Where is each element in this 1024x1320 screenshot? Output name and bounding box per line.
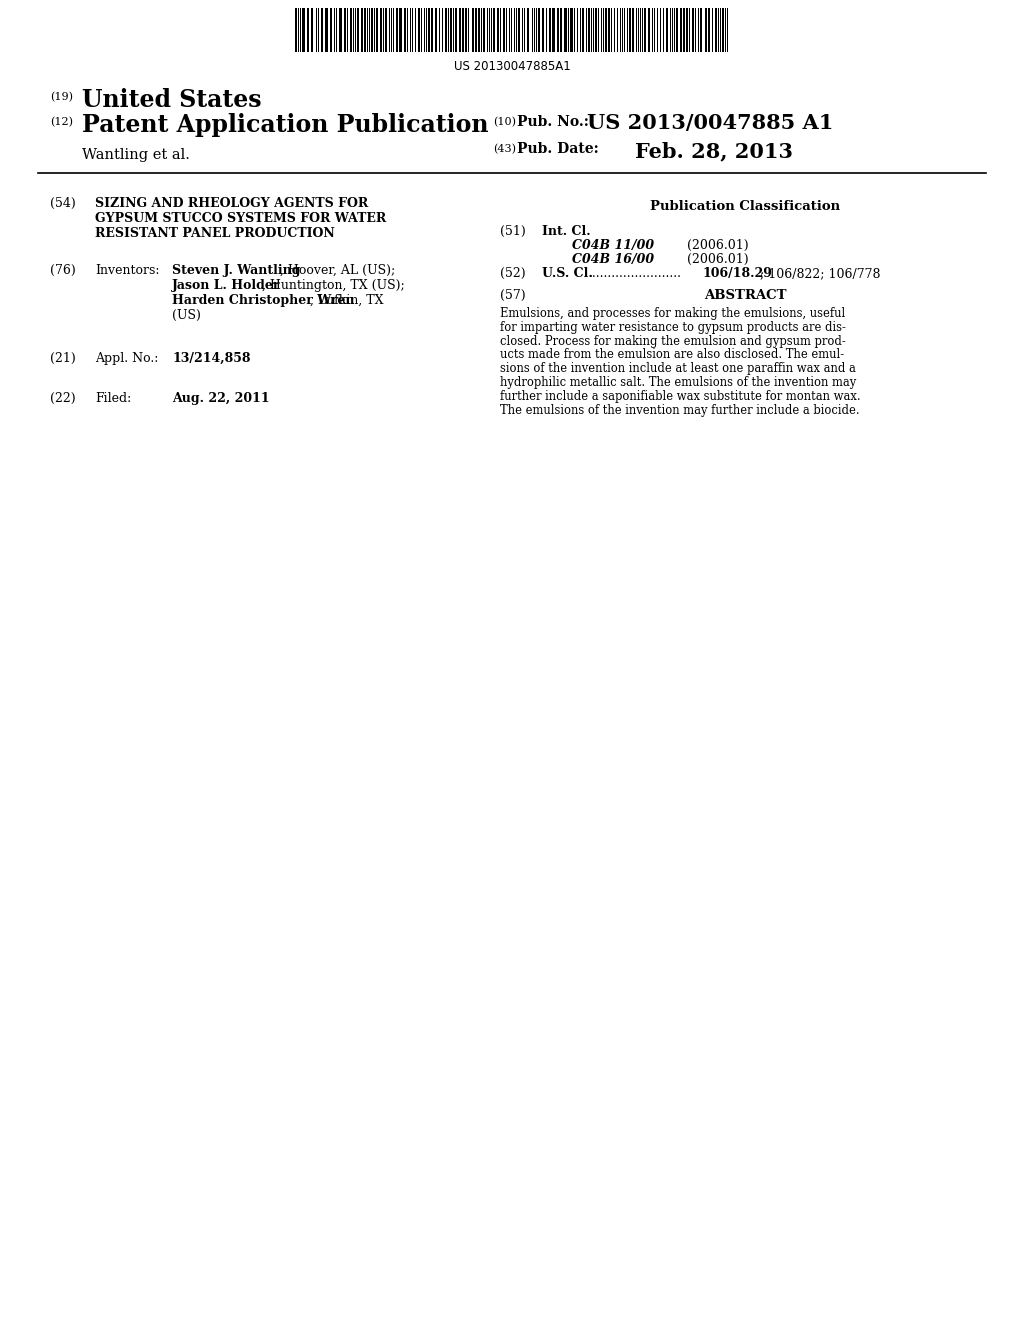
Text: Filed:: Filed: [95, 392, 131, 405]
Text: U.S. Cl.: U.S. Cl. [542, 267, 593, 280]
Text: ; 106/822; 106/778: ; 106/822; 106/778 [760, 267, 881, 280]
Text: Pub. No.:: Pub. No.: [517, 115, 589, 129]
Text: Steven J. Wantling: Steven J. Wantling [172, 264, 300, 277]
Text: The emulsions of the invention may further include a biocide.: The emulsions of the invention may furth… [500, 404, 859, 417]
Text: 106/18.29: 106/18.29 [702, 267, 772, 280]
Text: closed. Process for making the emulsion and gypsum prod-: closed. Process for making the emulsion … [500, 334, 846, 347]
Text: ucts made from the emulsion are also disclosed. The emul-: ucts made from the emulsion are also dis… [500, 348, 844, 362]
Text: Inventors:: Inventors: [95, 264, 160, 277]
Text: , Hoover, AL (US);: , Hoover, AL (US); [280, 264, 395, 277]
Text: Patent Application Publication: Patent Application Publication [82, 114, 488, 137]
Text: (US): (US) [172, 309, 201, 322]
Text: sions of the invention include at least one paraffin wax and a: sions of the invention include at least … [500, 362, 856, 375]
Text: Harden Christopher Wren: Harden Christopher Wren [172, 294, 354, 308]
Text: Aug. 22, 2011: Aug. 22, 2011 [172, 392, 269, 405]
Text: 13/214,858: 13/214,858 [172, 352, 251, 366]
Text: C04B 11/00: C04B 11/00 [572, 239, 654, 252]
Text: Appl. No.:: Appl. No.: [95, 352, 159, 366]
Text: (19): (19) [50, 92, 73, 103]
Text: (51): (51) [500, 224, 525, 238]
Text: RESISTANT PANEL PRODUCTION: RESISTANT PANEL PRODUCTION [95, 227, 335, 240]
Text: , Huntington, TX (US);: , Huntington, TX (US); [262, 279, 404, 292]
Text: (54): (54) [50, 197, 76, 210]
Text: (57): (57) [500, 289, 525, 302]
Text: US 2013/0047885 A1: US 2013/0047885 A1 [587, 114, 834, 133]
Text: (2006.01): (2006.01) [687, 239, 749, 252]
Text: for imparting water resistance to gypsum products are dis-: for imparting water resistance to gypsum… [500, 321, 846, 334]
Text: ........................: ........................ [589, 267, 682, 280]
Text: (76): (76) [50, 264, 76, 277]
Text: SIZING AND RHEOLOGY AGENTS FOR: SIZING AND RHEOLOGY AGENTS FOR [95, 197, 369, 210]
Text: (12): (12) [50, 117, 73, 127]
Text: Publication Classification: Publication Classification [650, 201, 840, 213]
Text: (52): (52) [500, 267, 525, 280]
Text: Pub. Date:: Pub. Date: [517, 143, 599, 156]
Text: (22): (22) [50, 392, 76, 405]
Text: United States: United States [82, 88, 261, 112]
Text: GYPSUM STUCCO SYSTEMS FOR WATER: GYPSUM STUCCO SYSTEMS FOR WATER [95, 213, 386, 224]
Text: Feb. 28, 2013: Feb. 28, 2013 [635, 141, 793, 161]
Text: Jason L. Holder: Jason L. Holder [172, 279, 281, 292]
Text: US 20130047885A1: US 20130047885A1 [454, 59, 570, 73]
Text: ABSTRACT: ABSTRACT [703, 289, 786, 302]
Text: Int. Cl.: Int. Cl. [542, 224, 591, 238]
Text: hydrophilic metallic salt. The emulsions of the invention may: hydrophilic metallic salt. The emulsions… [500, 376, 856, 389]
Text: (21): (21) [50, 352, 76, 366]
Text: (2006.01): (2006.01) [687, 253, 749, 267]
Text: further include a saponifiable wax substitute for montan wax.: further include a saponifiable wax subst… [500, 389, 860, 403]
Text: , Lufkin, TX: , Lufkin, TX [310, 294, 384, 308]
Text: (10): (10) [493, 117, 516, 127]
Text: Wantling et al.: Wantling et al. [82, 148, 189, 162]
Text: (43): (43) [493, 144, 516, 154]
Text: C04B 16/00: C04B 16/00 [572, 253, 654, 267]
Text: Emulsions, and processes for making the emulsions, useful: Emulsions, and processes for making the … [500, 308, 845, 319]
